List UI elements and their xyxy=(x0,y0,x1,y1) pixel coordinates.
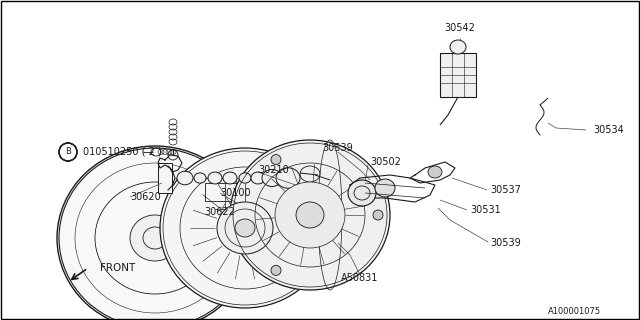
Text: 30620: 30620 xyxy=(130,192,161,202)
Bar xyxy=(158,163,172,193)
Ellipse shape xyxy=(348,180,376,206)
Ellipse shape xyxy=(276,168,300,188)
Ellipse shape xyxy=(160,148,330,308)
Text: 30542: 30542 xyxy=(445,23,476,33)
Ellipse shape xyxy=(296,202,324,228)
Ellipse shape xyxy=(239,173,251,183)
Ellipse shape xyxy=(271,265,281,276)
Text: 30539: 30539 xyxy=(490,238,521,248)
Text: FRONT: FRONT xyxy=(100,263,135,273)
Text: A100001075: A100001075 xyxy=(548,308,602,316)
Ellipse shape xyxy=(373,210,383,220)
Text: 30622: 30622 xyxy=(205,207,236,217)
Text: 30502: 30502 xyxy=(370,157,401,167)
Text: 010510250 ( 2 ): 010510250 ( 2 ) xyxy=(83,147,162,157)
Text: 30531: 30531 xyxy=(470,205,500,215)
Bar xyxy=(205,183,265,201)
Text: A50831: A50831 xyxy=(341,273,379,283)
Ellipse shape xyxy=(57,146,253,320)
Text: 30210: 30210 xyxy=(258,165,289,175)
Ellipse shape xyxy=(375,179,395,197)
Text: 30100: 30100 xyxy=(220,188,251,198)
Ellipse shape xyxy=(223,172,237,184)
Ellipse shape xyxy=(235,219,255,237)
Ellipse shape xyxy=(177,171,193,185)
Ellipse shape xyxy=(230,140,390,290)
Ellipse shape xyxy=(251,172,265,184)
Ellipse shape xyxy=(194,173,206,183)
Ellipse shape xyxy=(450,40,466,54)
Text: 30537: 30537 xyxy=(490,185,521,195)
Ellipse shape xyxy=(130,215,180,261)
Ellipse shape xyxy=(275,182,345,248)
Ellipse shape xyxy=(217,202,273,254)
Ellipse shape xyxy=(271,155,281,164)
Ellipse shape xyxy=(262,170,282,187)
Text: 30539: 30539 xyxy=(323,143,353,153)
FancyBboxPatch shape xyxy=(440,53,476,97)
Text: 30534: 30534 xyxy=(593,125,624,135)
Ellipse shape xyxy=(428,166,442,178)
Circle shape xyxy=(59,143,77,161)
Text: B: B xyxy=(65,148,71,156)
Ellipse shape xyxy=(208,172,222,184)
